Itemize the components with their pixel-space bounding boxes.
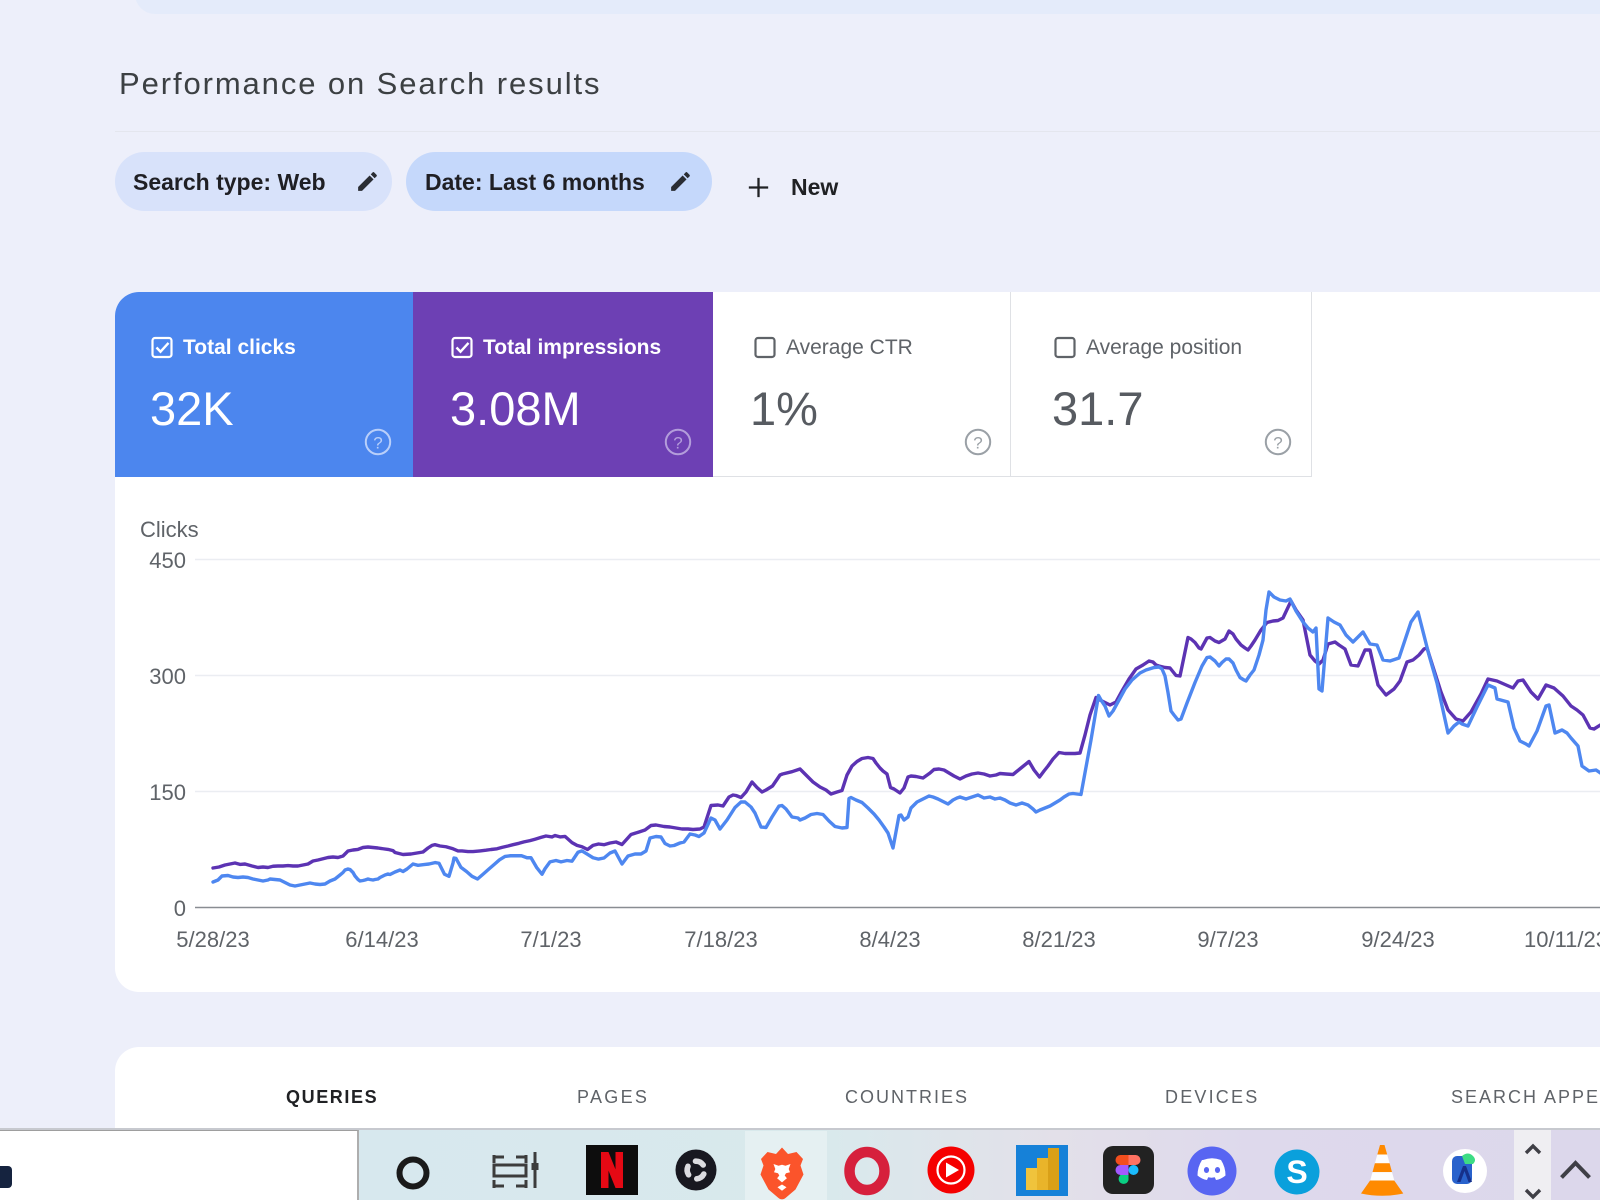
svg-text:S: S — [1286, 1154, 1307, 1190]
svg-text:?: ? — [973, 434, 982, 453]
svg-text:?: ? — [1273, 434, 1282, 453]
svg-text:?: ? — [373, 434, 382, 453]
svg-text:?: ? — [673, 434, 682, 453]
